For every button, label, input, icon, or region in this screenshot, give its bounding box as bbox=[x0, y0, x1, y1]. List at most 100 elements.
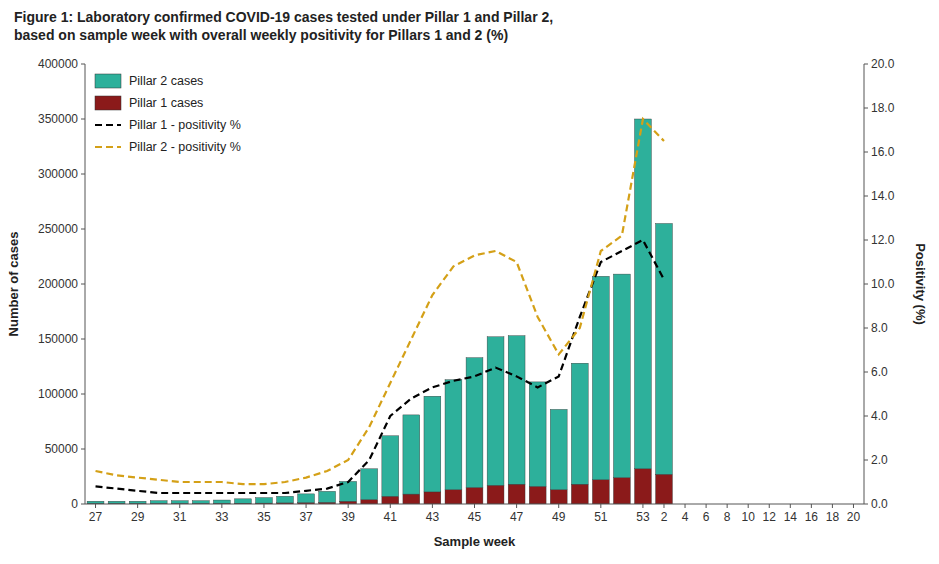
x-tick bbox=[706, 504, 707, 508]
x-tick bbox=[769, 504, 770, 508]
y-tick-label: 100000 bbox=[38, 387, 78, 401]
y-tick-label: 150000 bbox=[38, 332, 78, 346]
y2-tick bbox=[864, 372, 868, 373]
x-tick-label: 12 bbox=[763, 510, 777, 524]
bar bbox=[129, 501, 146, 503]
x-tick-label: 8 bbox=[724, 510, 731, 524]
bar bbox=[592, 276, 609, 480]
x-tick-label: 29 bbox=[131, 510, 145, 524]
bar bbox=[319, 491, 336, 502]
y2-tick bbox=[864, 152, 868, 153]
bar bbox=[466, 488, 483, 505]
y2-tick bbox=[864, 460, 868, 461]
bar bbox=[550, 409, 567, 489]
legend-swatch bbox=[95, 96, 121, 110]
bar bbox=[445, 490, 462, 504]
legend-line bbox=[95, 124, 121, 126]
x-tick-label: 33 bbox=[215, 510, 229, 524]
x-tick-label: 35 bbox=[257, 510, 271, 524]
y2-tick bbox=[864, 328, 868, 329]
x-tick-label: 27 bbox=[89, 510, 103, 524]
bar bbox=[635, 119, 652, 469]
x-tick bbox=[516, 504, 517, 508]
x-tick-label: 10 bbox=[742, 510, 756, 524]
bar bbox=[361, 500, 378, 504]
y-tick bbox=[81, 339, 85, 340]
x-tick bbox=[663, 504, 664, 508]
x-tick bbox=[221, 504, 222, 508]
x-tick bbox=[600, 504, 601, 508]
x-tick bbox=[474, 504, 475, 508]
bar bbox=[550, 490, 567, 504]
x-tick-label: 31 bbox=[173, 510, 187, 524]
x-tick bbox=[832, 504, 833, 508]
legend: Pillar 2 cases Pillar 1 cases Pillar 1 - p… bbox=[95, 74, 241, 154]
x-tick-label: 49 bbox=[552, 510, 566, 524]
y-tick bbox=[81, 174, 85, 175]
x-tick bbox=[642, 504, 643, 508]
x-tick-label: 6 bbox=[703, 510, 710, 524]
y2-tick-label: 6.0 bbox=[871, 365, 888, 379]
bar bbox=[635, 469, 652, 504]
x-tick bbox=[179, 504, 180, 508]
x-tick-label: 39 bbox=[341, 510, 355, 524]
x-tick bbox=[685, 504, 686, 508]
bar bbox=[192, 501, 209, 504]
y-axis-label: Number of cases bbox=[6, 232, 21, 337]
bar bbox=[213, 500, 230, 503]
legend-line bbox=[95, 146, 121, 148]
x-tick bbox=[790, 504, 791, 508]
bar bbox=[382, 496, 399, 504]
title-line: based on sample week with overall weekly… bbox=[14, 27, 508, 43]
bar bbox=[361, 469, 378, 500]
x-tick bbox=[748, 504, 749, 508]
x-tick-label: 45 bbox=[468, 510, 482, 524]
legend-label: Pillar 1 cases bbox=[129, 96, 203, 110]
y2-tick bbox=[864, 284, 868, 285]
line bbox=[96, 119, 664, 484]
x-tick bbox=[432, 504, 433, 508]
y2-axis-label: Positivity (%) bbox=[913, 243, 928, 325]
y-tick-label: 300000 bbox=[38, 167, 78, 181]
bar bbox=[108, 501, 125, 503]
x-tick-label: 41 bbox=[384, 510, 398, 524]
y-tick-label: 50000 bbox=[45, 442, 79, 456]
bar bbox=[424, 396, 441, 492]
x-tick-label: 53 bbox=[636, 510, 650, 524]
y-tick-label: 0 bbox=[71, 497, 78, 511]
y2-tick-label: 14.0 bbox=[871, 189, 895, 203]
bar bbox=[234, 499, 251, 503]
bar bbox=[508, 484, 525, 504]
legend-label: Pillar 1 - positivity % bbox=[129, 118, 241, 132]
y2-tick bbox=[864, 240, 868, 241]
bar bbox=[656, 224, 673, 475]
line bbox=[96, 240, 664, 493]
y-tick bbox=[81, 284, 85, 285]
y2-tick-label: 10.0 bbox=[871, 277, 895, 291]
bar bbox=[403, 415, 420, 494]
marks bbox=[87, 119, 672, 504]
x-tick bbox=[390, 504, 391, 508]
y2-tick-label: 12.0 bbox=[871, 233, 895, 247]
x-tick-label: 14 bbox=[784, 510, 798, 524]
bar bbox=[529, 486, 546, 504]
y-tick bbox=[81, 64, 85, 65]
x-tick-label: 20 bbox=[847, 510, 861, 524]
y-tick-label: 350000 bbox=[38, 112, 78, 126]
bar bbox=[656, 474, 673, 504]
title: Figure 1: Laboratory confirmed COVID-19 … bbox=[14, 9, 553, 43]
y2-tick-label: 4.0 bbox=[871, 409, 888, 423]
y2-tick bbox=[864, 504, 868, 505]
y2-tick bbox=[864, 196, 868, 197]
x-tick-label: 4 bbox=[682, 510, 689, 524]
x-tick-label: 47 bbox=[510, 510, 524, 524]
x-tick bbox=[263, 504, 264, 508]
x-tick-label: 43 bbox=[426, 510, 440, 524]
bar bbox=[571, 484, 588, 504]
bar bbox=[571, 363, 588, 484]
x-tick bbox=[558, 504, 559, 508]
bar bbox=[487, 485, 504, 504]
y-tick bbox=[81, 449, 85, 450]
legend-label: Pillar 2 cases bbox=[129, 74, 203, 88]
bar bbox=[592, 480, 609, 504]
